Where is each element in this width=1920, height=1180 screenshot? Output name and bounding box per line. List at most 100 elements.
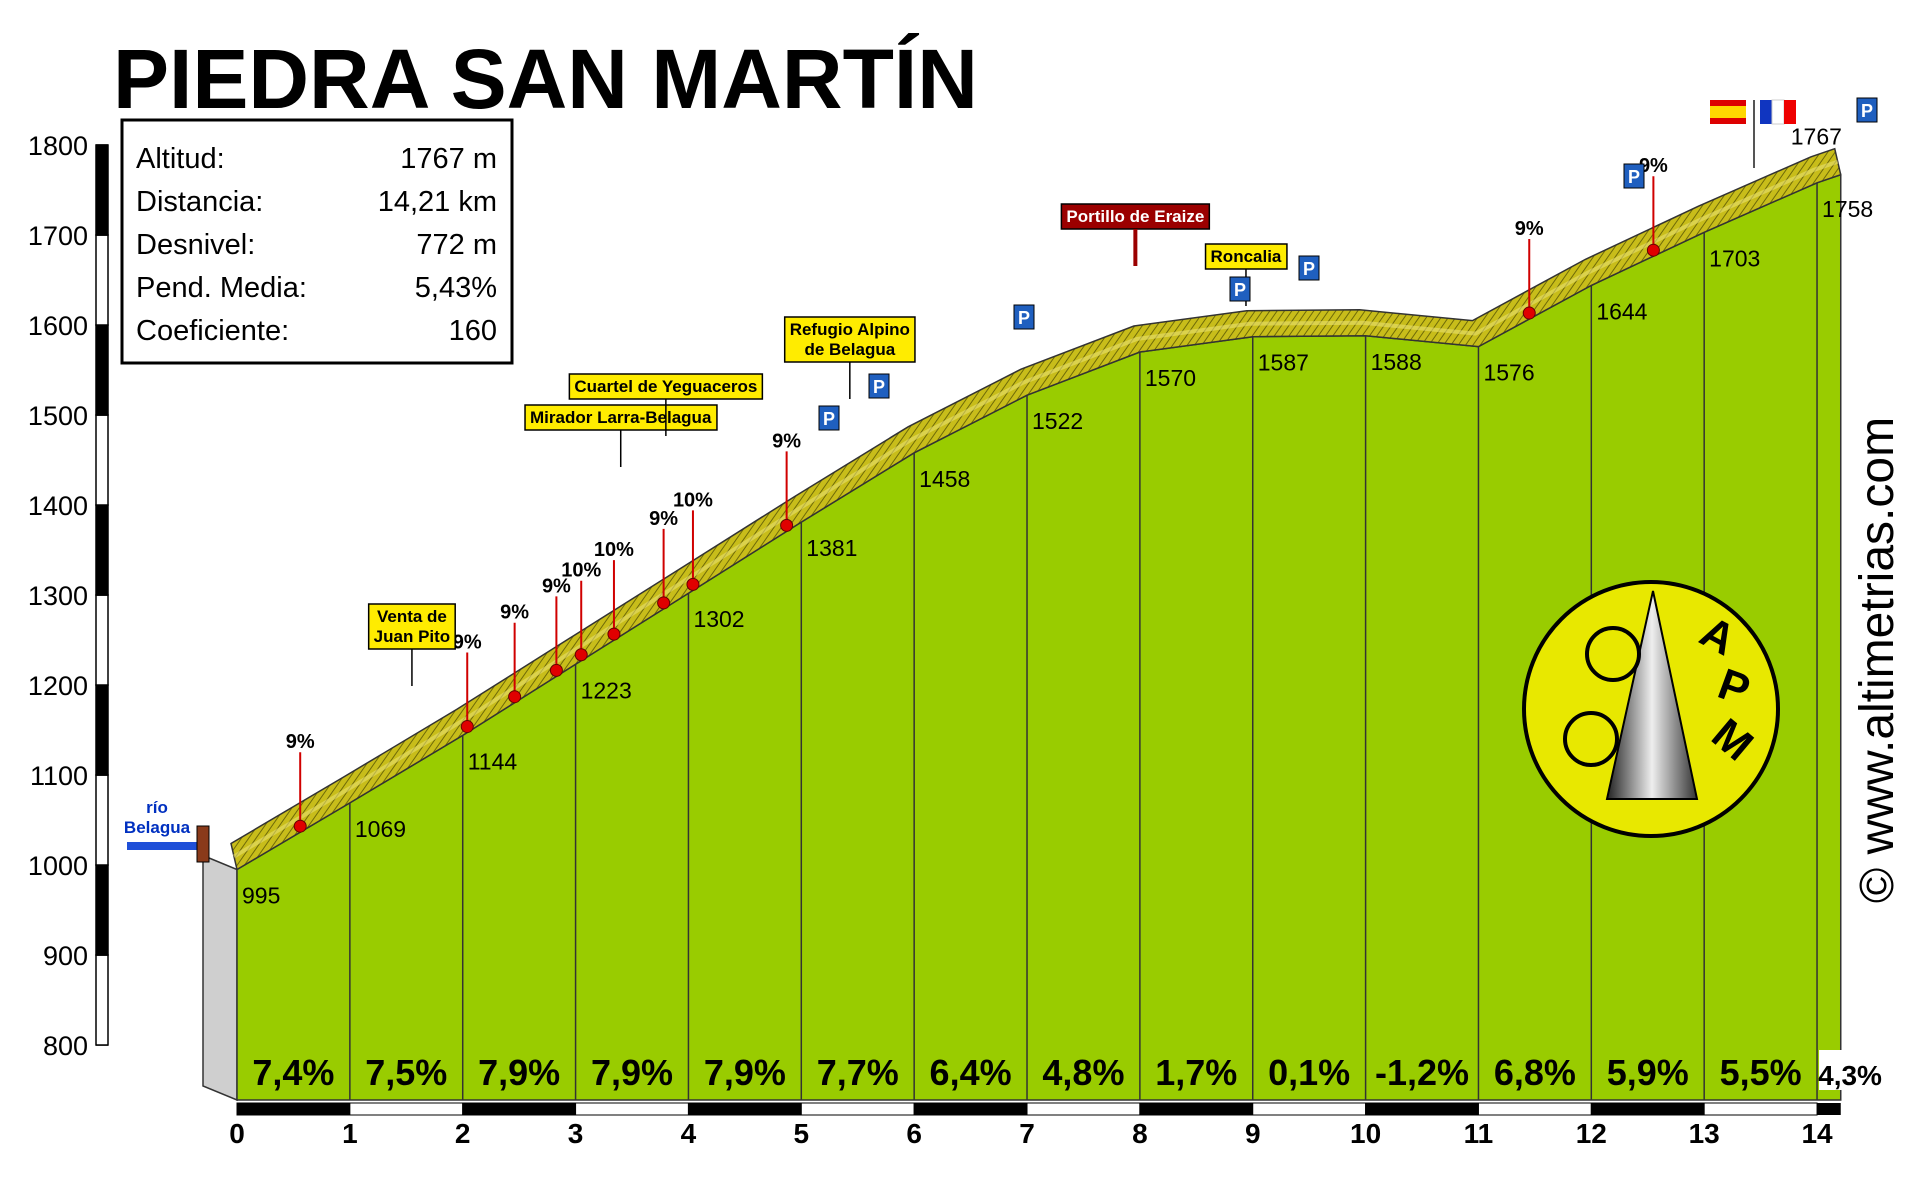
x-tick-label: 8	[1132, 1118, 1148, 1149]
altitude-label: 1587	[1258, 350, 1309, 376]
parking-sign	[1856, 97, 1878, 123]
logo-mountain	[1605, 590, 1699, 800]
x-tick-label: 7	[1019, 1118, 1035, 1149]
x-tick-label: 3	[568, 1118, 584, 1149]
x-scale-segment	[800, 1102, 915, 1116]
x-tick-label: 5	[794, 1118, 810, 1149]
logo-wheel	[1563, 711, 1619, 767]
x-tick-label: 2	[455, 1118, 471, 1149]
annotation-dot	[607, 627, 621, 641]
x-scale-segment	[1026, 1102, 1141, 1116]
annotation-label: 9%	[542, 575, 571, 597]
gradient-label: 0,1%	[1268, 1052, 1350, 1093]
place-text: Juan Pito	[374, 627, 451, 646]
annotation-dot	[780, 518, 794, 532]
y-tick-label: 900	[43, 941, 88, 971]
annotation-label: 9%	[772, 430, 801, 452]
gradient-label: -1,2%	[1375, 1052, 1469, 1093]
gradient-label: 7,9%	[591, 1052, 673, 1093]
x-tick-label: 11	[1464, 1118, 1494, 1149]
y-scale-segment	[95, 504, 109, 596]
stat-label: Distancia:	[136, 186, 263, 218]
flag-france-b	[1760, 100, 1772, 124]
x-scale-segment	[1590, 1102, 1705, 1116]
x-scale-segment	[1365, 1102, 1479, 1116]
place-label: Mirador Larra-Belagua	[524, 404, 718, 431]
annotation-dot	[460, 720, 474, 734]
annotation-label: 9%	[649, 508, 678, 530]
place-box	[1060, 203, 1211, 230]
gradient-label: 7,9%	[478, 1052, 560, 1093]
place-box	[568, 373, 764, 400]
flag-france-r	[1784, 100, 1796, 124]
y-tick-label: 1700	[28, 221, 88, 251]
annotation-dot	[508, 690, 522, 704]
place-box	[524, 404, 718, 431]
y-scale-segment	[95, 774, 109, 866]
flag-spain-band	[1710, 106, 1746, 118]
annotation-label: 10%	[561, 560, 601, 582]
stat-value: 160	[449, 315, 497, 347]
flag-france-w	[1771, 99, 1785, 125]
y-scale-segment	[95, 324, 109, 416]
watermark: © www.altimetrias.com	[1851, 417, 1904, 903]
y-scale-segment	[95, 144, 109, 236]
x-scale-segment	[687, 1102, 802, 1116]
x-tick-label: 9	[1245, 1118, 1261, 1149]
profile-side	[202, 854, 238, 1102]
parking-text: P	[1234, 280, 1246, 300]
place-label: Roncalia	[1204, 243, 1288, 270]
annotation-label: 9%	[1515, 218, 1544, 240]
parking-sign	[818, 405, 840, 431]
parking-sign	[1298, 255, 1320, 281]
altitude-label: 1703	[1709, 245, 1760, 271]
x-scale-segment	[462, 1102, 577, 1116]
annotation-dot	[686, 577, 700, 591]
stat-label: Coeficiente:	[136, 315, 289, 347]
gradient-label: 6,8%	[1494, 1052, 1576, 1093]
place-label: Portillo de Eraize	[1060, 203, 1211, 230]
place-text: Venta de	[377, 607, 447, 626]
parking-text: P	[1628, 167, 1640, 187]
y-tick-label: 1000	[28, 851, 88, 881]
altitude-label: 1644	[1596, 298, 1647, 324]
place-box	[367, 603, 456, 650]
x-tick-label: 10	[1350, 1118, 1381, 1149]
gradient-label: 7,9%	[704, 1052, 786, 1093]
annotation-dot	[549, 663, 563, 677]
parking-sign	[1229, 276, 1251, 302]
river-label: Belagua	[124, 818, 191, 837]
parking-sign	[1623, 163, 1645, 189]
gradient-bg	[1819, 1050, 1882, 1090]
parking-text: P	[1861, 101, 1873, 121]
altitude-label: 1302	[693, 606, 744, 632]
gradient-label: 7,4%	[252, 1052, 334, 1093]
gradient-label: 7,7%	[817, 1052, 899, 1093]
place-text: Mirador Larra-Belagua	[530, 408, 712, 427]
x-tick-label: 14	[1801, 1118, 1833, 1149]
x-tick-label: 12	[1576, 1118, 1607, 1149]
road-edge	[232, 159, 1839, 859]
stat-value: 1767 m	[400, 143, 497, 175]
altitude-label: 1758	[1822, 196, 1873, 222]
x-scale-segment	[913, 1102, 1028, 1116]
y-tick-label: 1600	[28, 311, 88, 341]
y-tick-label: 1200	[28, 671, 88, 701]
annotation-label: 9%	[286, 731, 315, 753]
y-tick-label: 800	[43, 1031, 88, 1061]
altitude-label: 1522	[1032, 408, 1083, 434]
place-box	[1204, 243, 1288, 270]
x-tick-label: 1	[342, 1118, 358, 1149]
river-label: río	[146, 798, 168, 817]
logo-wheel	[1585, 626, 1641, 682]
place-box	[783, 316, 916, 363]
x-tick-label: 6	[906, 1118, 922, 1149]
x-scale-segment	[349, 1102, 464, 1116]
altitude-label: 1381	[806, 535, 857, 561]
chart-title: PIEDRA SAN MARTÍN	[113, 32, 978, 126]
y-tick-label: 1800	[28, 131, 88, 161]
parking-text: P	[873, 377, 885, 397]
